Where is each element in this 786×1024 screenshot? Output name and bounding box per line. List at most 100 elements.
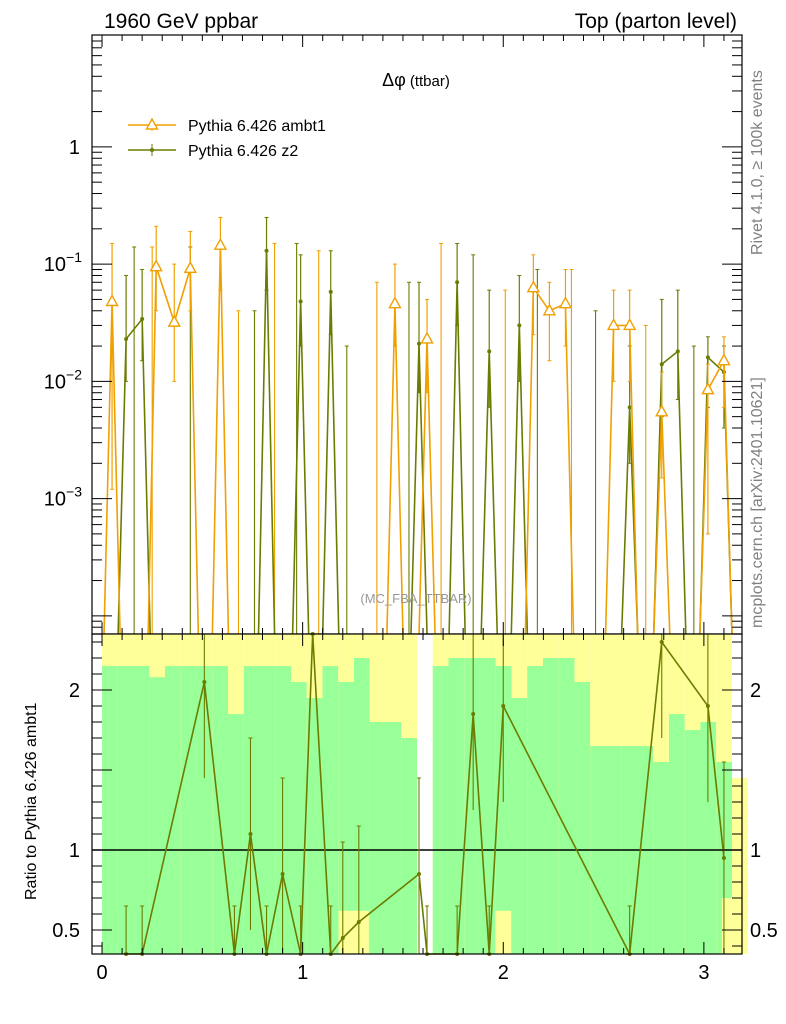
y-tick-base: 10 bbox=[44, 371, 66, 393]
dot-marker bbox=[627, 405, 632, 410]
ratio-data-point bbox=[280, 777, 285, 954]
triangle-marker bbox=[622, 317, 637, 331]
y-tick-label: 10−2 bbox=[44, 366, 82, 393]
ratio-panel: 0 1 2 3 0.5 0.5 1 1 2 2 Ratio to Pythia 6.426 amb… bbox=[23, 632, 778, 984]
triangle-marker bbox=[149, 259, 163, 272]
dot-marker bbox=[455, 280, 460, 285]
data-point bbox=[298, 254, 303, 347]
uncertainty-band-green bbox=[165, 666, 181, 954]
triangle-marker bbox=[717, 353, 731, 366]
uncertainty-band-green bbox=[275, 666, 292, 954]
uncertainty-band-green bbox=[574, 682, 591, 954]
header-right: Top (parton level) bbox=[575, 10, 737, 33]
data-point bbox=[417, 281, 422, 394]
dot-marker bbox=[675, 349, 680, 354]
uncertainty-band-green bbox=[495, 666, 512, 954]
ratio-dot-marker bbox=[705, 704, 710, 708]
data-point bbox=[517, 274, 522, 382]
data-point bbox=[420, 298, 434, 394]
ratio-dot-marker bbox=[280, 872, 285, 876]
uncertainty-band-green bbox=[228, 714, 244, 954]
y-tick-exponent: −2 bbox=[66, 366, 82, 382]
main-marks bbox=[103, 216, 733, 635]
uncertainty-band-green bbox=[684, 730, 701, 954]
data-point bbox=[455, 242, 460, 326]
uncertainty-band-green bbox=[558, 658, 575, 954]
dot-marker bbox=[124, 336, 129, 341]
ratio-dot-marker bbox=[340, 936, 345, 940]
chart-title-suffix: (ttbar) bbox=[410, 73, 450, 90]
ratio-data-point bbox=[340, 841, 345, 954]
ratio-data-point bbox=[356, 825, 361, 954]
triangle-marker bbox=[655, 404, 669, 417]
ratio-data-point bbox=[487, 905, 492, 956]
uncertainty-band-green bbox=[527, 666, 543, 954]
data-point bbox=[675, 289, 680, 401]
header-left: 1960 GeV ppbar bbox=[104, 10, 258, 33]
dot-marker bbox=[140, 317, 145, 322]
rivet-label: Rivet 4.1.0, ≥ 100k events bbox=[749, 70, 766, 255]
uncertainty-band-green bbox=[542, 658, 559, 954]
uncertainty-band-green bbox=[291, 682, 307, 954]
ratio-data-point bbox=[455, 905, 460, 956]
triangle-marker bbox=[542, 303, 557, 316]
ratio-dot-marker bbox=[248, 832, 253, 836]
dot-marker bbox=[659, 362, 664, 367]
ratio-bands bbox=[102, 634, 748, 954]
watermark: (MC_FBA_TTBAR) bbox=[360, 591, 471, 606]
triangle-marker bbox=[183, 260, 197, 274]
uncertainty-band-green bbox=[133, 666, 150, 954]
uncertainty-band-green bbox=[479, 658, 496, 954]
dot-marker bbox=[298, 299, 303, 304]
data-point bbox=[606, 289, 621, 382]
triangle-marker bbox=[420, 331, 434, 344]
uncertainty-band-green bbox=[464, 658, 480, 954]
uncertainty-band-green bbox=[385, 722, 402, 954]
triangle-marker bbox=[388, 296, 402, 309]
triangle-marker bbox=[558, 296, 573, 309]
dot-marker bbox=[487, 349, 492, 354]
dot-marker bbox=[517, 323, 522, 328]
uncertainty-band-green bbox=[212, 666, 229, 954]
ratio-data-point bbox=[124, 905, 129, 956]
ratio-dot-marker bbox=[659, 640, 664, 644]
ratio-dot-marker bbox=[417, 872, 422, 876]
legend-triangle-marker bbox=[145, 117, 159, 130]
ratio-dot-marker bbox=[202, 680, 207, 684]
triangle-marker bbox=[701, 382, 715, 395]
y-tick-base: 10 bbox=[44, 254, 66, 276]
legend-entry: Pythia 6.426 ambt1 bbox=[128, 117, 326, 135]
ratio-dot-marker bbox=[721, 856, 726, 860]
ratio-dot-marker bbox=[471, 712, 476, 716]
uncertainty-band-yellow bbox=[721, 898, 734, 954]
data-point bbox=[655, 371, 669, 479]
y-tick-label: 10−3 bbox=[44, 484, 82, 511]
uncertainty-band-green bbox=[243, 666, 260, 954]
data-point bbox=[717, 336, 731, 408]
data-point bbox=[149, 225, 163, 312]
uncertainty-band-green bbox=[306, 698, 323, 954]
ratio-dot-marker bbox=[501, 704, 506, 708]
triangle-marker bbox=[526, 280, 541, 293]
data-point bbox=[140, 268, 145, 362]
data-point bbox=[213, 216, 228, 291]
data-point bbox=[701, 363, 715, 535]
uncertainty-band-green bbox=[668, 714, 685, 954]
ratio-data-point bbox=[417, 777, 422, 954]
ratio-axes: 0 1 2 3 0.5 0.5 1 1 2 2 bbox=[52, 634, 778, 984]
dot-marker bbox=[705, 355, 710, 360]
data-point bbox=[264, 216, 269, 291]
uncertainty-band-green bbox=[196, 666, 213, 954]
chart-title: Δφ (ttbar) bbox=[382, 70, 450, 90]
data-point bbox=[328, 250, 333, 336]
data-point bbox=[388, 263, 402, 347]
ratio-y-tick-label: 0.5 bbox=[52, 920, 80, 942]
ratio-data-point bbox=[721, 761, 726, 954]
x-tick-label: 2 bbox=[498, 962, 509, 984]
ratio-y-tick-label-right: 1 bbox=[750, 840, 761, 862]
uncertainty-band-green bbox=[511, 698, 528, 954]
triangle-marker bbox=[167, 314, 181, 327]
mcplots-label: mcplots.cern.ch [arXiv:2401.10621] bbox=[749, 377, 766, 628]
uncertainty-band-green bbox=[448, 658, 465, 954]
uncertainty-band-green bbox=[259, 666, 276, 954]
